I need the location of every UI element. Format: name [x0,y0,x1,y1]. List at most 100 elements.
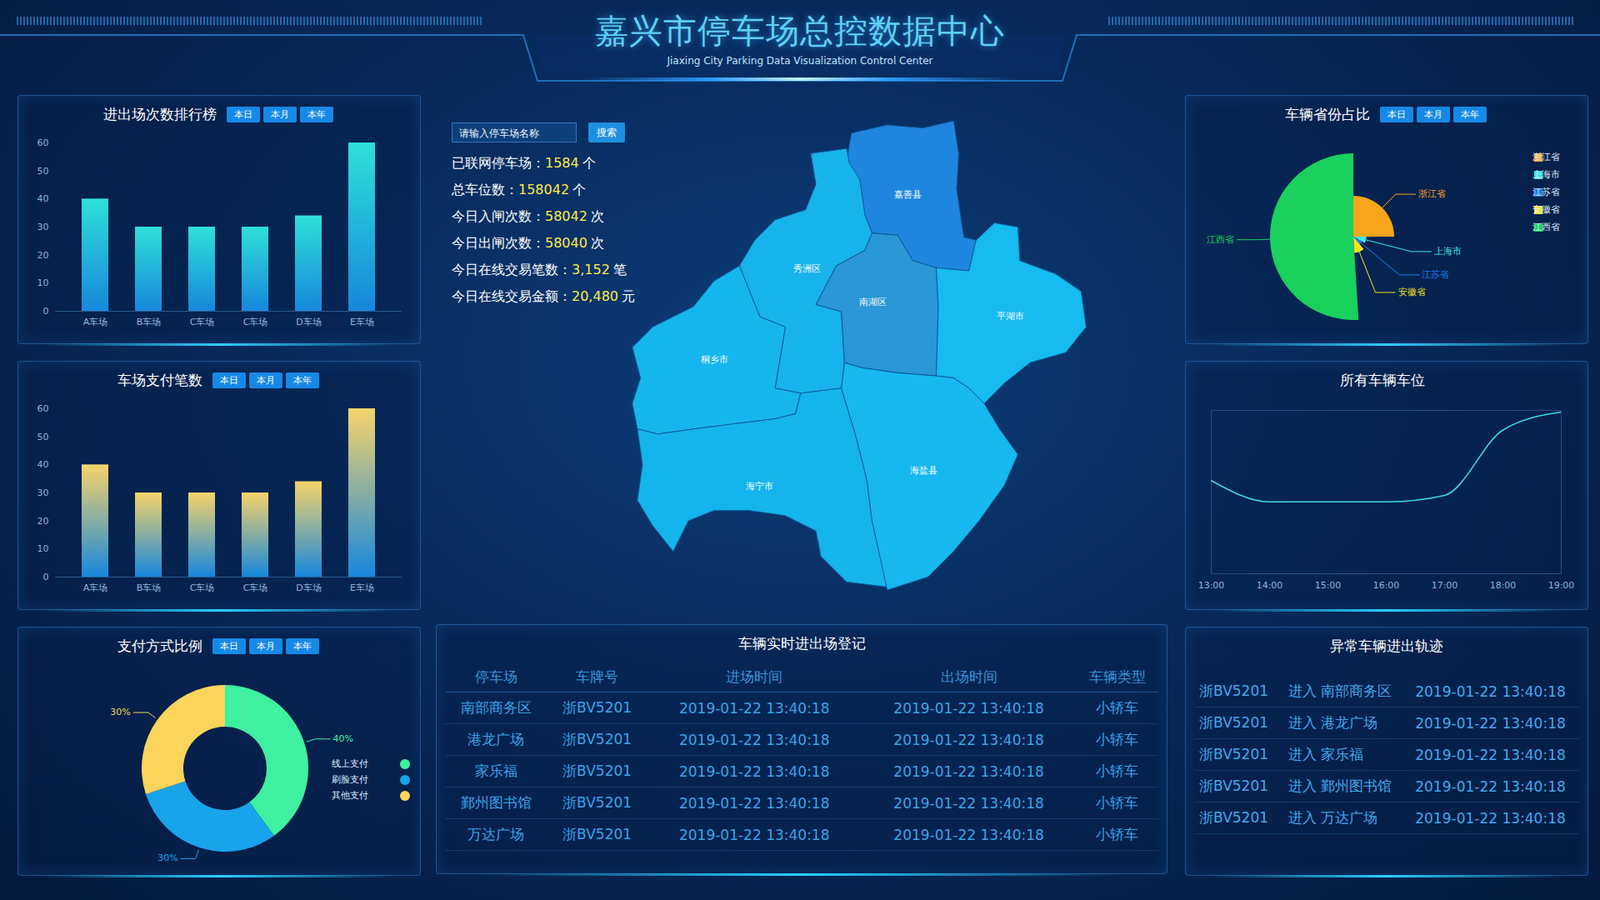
html-text:2019-01-22 13:40:18: 2019-01-22 13:40:18 [893,794,1045,812]
svg-text:桐乡市: 桐乡市 [700,354,729,365]
svg-text:30%: 30% [110,706,130,718]
svg-text:30: 30 [37,221,50,233]
html-text:浙BV5201: 浙BV5201 [562,730,632,748]
svg-text:A车场: A车场 [83,316,109,328]
svg-text:15:00: 15:00 [1315,580,1342,591]
svg-text:江西省: 江西省 [1206,234,1235,245]
svg-text:D车场: D车场 [295,316,321,328]
svg-text:18:00: 18:00 [1490,580,1517,591]
svg-text:60: 60 [37,403,50,415]
svg-text:海盐县: 海盐县 [910,465,938,476]
svg-text:D车场: D车场 [295,582,321,594]
svg-text:10: 10 [37,543,50,555]
html-text:小轿车: 小轿车 [1095,699,1139,716]
svg-text:海宁市: 海宁市 [745,480,774,492]
svg-text:上海市: 上海市 [1532,169,1560,180]
svg-text:40%: 40% [332,733,353,745]
svg-text:平湖市: 平湖市 [996,310,1025,322]
svg-text:30%: 30% [157,852,178,864]
svg-text:50: 50 [37,431,50,443]
html-text:进入 家乐福: 进入 家乐福 [1288,745,1364,763]
html-text:进出场次数排行榜: 进出场次数排行榜 [103,105,217,123]
html-text:浙BV5201: 浙BV5201 [1199,682,1269,700]
html-text:车辆省份占比: 车辆省份占比 [1285,105,1370,123]
svg-text:20: 20 [37,250,50,261]
svg-text:A车场: A车场 [83,582,109,594]
svg-text:60: 60 [37,137,50,149]
svg-text:E车场: E车场 [350,582,375,594]
html-text:支付方式比例: 支付方式比例 [117,637,203,654]
html-text:浙BV5201: 浙BV5201 [562,762,632,780]
svg-text:14:00: 14:00 [1256,580,1284,591]
svg-text:C车场: C车场 [243,316,269,328]
html-text:港龙广场: 港龙广场 [467,730,525,748]
html-text:今日在线交易金额：20,480元: 今日在线交易金额：20,480元 [451,288,635,305]
html-text:今日入闸次数：58042次: 今日入闸次数：58042次 [451,208,605,225]
html-text:小轿车: 小轿车 [1095,730,1139,748]
html-text:浙BV5201: 浙BV5201 [562,699,632,716]
html-text:南部商务区: 南部商务区 [460,699,532,716]
svg-text:刷脸支付: 刷脸支付 [331,774,369,785]
html-text:2019-01-22 13:40:18: 2019-01-22 13:40:18 [679,699,830,717]
svg-text:E车场: E车场 [350,316,375,328]
svg-text:13:00: 13:00 [1198,580,1225,591]
html-text:2019-01-22 13:40:18: 2019-01-22 13:40:18 [893,762,1045,780]
html-text:嘉兴市停车场总控数据中心: 嘉兴市停车场总控数据中心 [595,11,1005,50]
html-text:2019-01-22 13:40:18: 2019-01-22 13:40:18 [679,762,830,780]
svg-text:C车场: C车场 [243,582,269,594]
html-text:进场时间: 进场时间 [726,667,783,685]
svg-text:19:00: 19:00 [1548,580,1575,591]
svg-text:嘉善县: 嘉善县 [894,189,922,200]
html-text:所有车辆车位: 所有车辆车位 [1340,371,1425,388]
html-text:2019-01-22 13:40:18: 2019-01-22 13:40:18 [1415,809,1566,827]
svg-text:C车场: C车场 [190,316,215,328]
html-text:今日在线交易笔数：3,152 笔: 今日在线交易笔数：3,152 笔 [451,261,627,278]
html-text:浙BV5201: 浙BV5201 [562,825,632,843]
svg-text:40: 40 [37,459,50,470]
svg-text:安徽省: 安徽省 [1398,286,1426,298]
svg-text:其他支付: 其他支付 [331,790,369,801]
svg-text:B车场: B车场 [136,316,162,328]
svg-text:50: 50 [37,165,50,177]
html-text:小轿车: 小轿车 [1095,762,1139,780]
html-text:2019-01-22 13:40:18: 2019-01-22 13:40:18 [1415,682,1566,700]
html-text:进入 鄞州图书馆: 进入 鄞州图书馆 [1288,777,1392,795]
svg-text:江西省: 江西省 [1532,221,1560,233]
svg-text:浙江省: 浙江省 [1418,188,1446,200]
svg-text:江苏省: 江苏省 [1532,186,1560,198]
html-text:车场支付笔数: 车场支付笔数 [117,371,203,388]
html-text:家乐福: 家乐福 [474,762,518,780]
svg-text:16:00: 16:00 [1373,580,1400,591]
svg-text:江苏省: 江苏省 [1421,269,1450,280]
svg-text:17:00: 17:00 [1431,580,1459,591]
html-text:2019-01-22 13:40:18: 2019-01-22 13:40:18 [1415,714,1566,732]
html-text:浙BV5201: 浙BV5201 [1199,777,1269,795]
svg-text:0: 0 [43,305,50,317]
html-text:小轿车: 小轿车 [1095,825,1139,843]
svg-text:40: 40 [37,193,50,205]
html-text:进入 南部商务区: 进入 南部商务区 [1288,682,1392,700]
svg-text:秀洲区: 秀洲区 [793,263,821,275]
svg-text:线上支付: 线上支付 [331,758,369,770]
svg-text:20: 20 [37,515,50,527]
html-text:出场时间: 出场时间 [940,667,998,685]
html-text:停车场: 停车场 [474,667,518,685]
html-text:车牌号: 车牌号 [575,667,619,685]
html-text:2019-01-22 13:40:18: 2019-01-22 13:40:18 [679,794,830,812]
svg-text:10: 10 [37,277,50,289]
html-text:车辆实时进出场登记: 车辆实时进出场登记 [737,634,866,652]
svg-text:南湖区: 南湖区 [859,296,887,308]
svg-text:浙江省: 浙江省 [1532,151,1560,163]
svg-text:30: 30 [37,487,50,499]
html-text:浙BV5201: 浙BV5201 [1199,745,1269,763]
html-text:总车位数：158042个: 总车位数：158042个 [451,181,586,198]
html-text:车辆类型: 车辆类型 [1088,667,1146,685]
html-text:万达广场: 万达广场 [467,825,525,843]
svg-text:上海市: 上海市 [1434,245,1462,257]
svg-text:安徽省: 安徽省 [1532,204,1560,215]
html-text:2019-01-22 13:40:18: 2019-01-22 13:40:18 [1415,777,1566,795]
html-text:2019-01-22 13:40:18: 2019-01-22 13:40:18 [893,699,1045,717]
svg-text:0: 0 [43,571,50,583]
svg-text:C车场: C车场 [190,582,215,594]
svg-text:B车场: B车场 [136,582,162,594]
